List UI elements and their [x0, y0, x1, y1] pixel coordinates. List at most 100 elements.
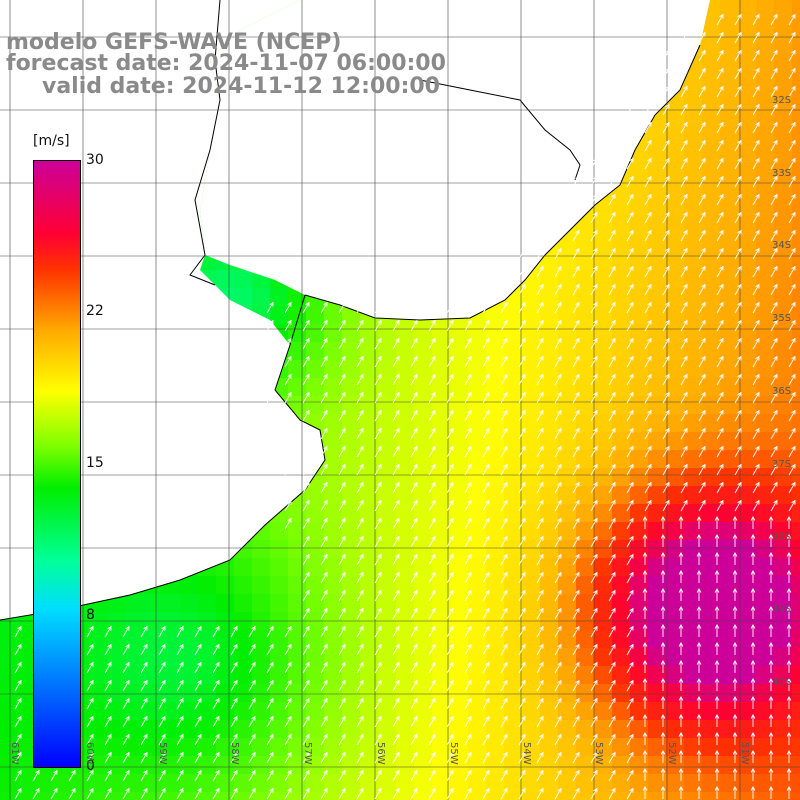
wind-arrow [284, 517, 292, 530]
wind-cell [342, 630, 360, 648]
wind-cell [756, 216, 774, 234]
wind-arrow [660, 714, 666, 727]
wind-arrow [464, 337, 472, 350]
wind-arrow [626, 193, 634, 206]
wind-cell [432, 432, 450, 450]
wind-cell [630, 432, 648, 450]
wind-arrow [608, 481, 616, 494]
wind-arrow [518, 409, 526, 422]
wind-arrow [320, 355, 328, 368]
wind-cell [576, 450, 594, 468]
wind-arrow [104, 751, 112, 764]
wind-cell [576, 774, 594, 792]
wind-cell [756, 558, 774, 576]
wind-cell [342, 522, 360, 540]
wind-arrow [464, 769, 472, 782]
wind-arrow [644, 409, 652, 422]
wind-cell [180, 774, 198, 792]
wind-cell [396, 720, 414, 738]
wind-arrow [716, 499, 724, 512]
wind-cell [414, 486, 432, 504]
wind-arrow [212, 733, 220, 746]
wind-cell [324, 504, 342, 522]
wind-cell [558, 594, 576, 612]
wind-arrow [680, 409, 688, 422]
wind-cell [360, 648, 378, 666]
wind-arrow [572, 391, 580, 404]
wind-cell [702, 576, 720, 594]
wind-arrow [626, 553, 634, 566]
wind-arrow [590, 553, 598, 566]
wind-cell [612, 540, 630, 558]
wind-cell [378, 666, 396, 684]
wind-cell [180, 666, 198, 684]
wind-arrow [410, 427, 418, 440]
wind-cell [756, 234, 774, 252]
wind-cell [756, 36, 774, 54]
wind-cell [288, 504, 306, 522]
wind-cell [450, 558, 468, 576]
wind-arrow [752, 121, 760, 134]
wind-arrow [786, 552, 792, 565]
wind-arrow [320, 625, 328, 638]
wind-arrow [678, 786, 684, 799]
wind-cell [612, 432, 630, 450]
wind-cell [288, 630, 306, 648]
wind-cell [720, 702, 738, 720]
wind-cell [558, 252, 576, 270]
wind-cell [522, 360, 540, 378]
wind-cell [162, 702, 180, 720]
wind-cell [612, 576, 630, 594]
wind-arrow [356, 715, 364, 728]
wind-arrow [140, 733, 148, 746]
wind-cell [306, 540, 324, 558]
wind-cell [504, 630, 522, 648]
wind-arrow [662, 49, 670, 62]
wind-arrow [750, 732, 756, 745]
wind-arrow [428, 625, 436, 638]
wind-cell [558, 342, 576, 360]
wind-cell [702, 234, 720, 252]
wind-cell [126, 648, 144, 666]
wind-cell [576, 468, 594, 486]
wind-arrow [788, 121, 796, 134]
wind-cell [324, 432, 342, 450]
wind-cell [756, 702, 774, 720]
wind-arrow [644, 103, 652, 116]
wind-arrow [770, 355, 778, 368]
wind-cell [792, 216, 800, 234]
wind-cell [576, 378, 594, 396]
wind-arrow [734, 139, 742, 152]
wind-cell [612, 378, 630, 396]
wind-arrow [446, 643, 454, 656]
wind-cell [612, 504, 630, 522]
wind-cell [504, 756, 522, 774]
wind-cell [432, 522, 450, 540]
wind-arrow [788, 463, 796, 476]
wind-arrow [248, 715, 256, 728]
wind-cell [198, 594, 216, 612]
wind-arrow [122, 715, 130, 728]
wind-cell [738, 594, 756, 612]
wind-cell [288, 576, 306, 594]
wind-arrow [644, 67, 652, 80]
wind-arrow [662, 355, 670, 368]
wind-cell [720, 378, 738, 396]
wind-arrow [590, 733, 598, 746]
wind-cell [576, 594, 594, 612]
wind-cell [522, 540, 540, 558]
wind-arrow [284, 769, 292, 782]
wind-cell [540, 504, 558, 522]
wind-cell [576, 684, 594, 702]
wind-arrow [642, 750, 648, 763]
wind-cell [612, 216, 630, 234]
wind-arrow [752, 427, 760, 440]
wind-arrow [374, 607, 382, 620]
wind-arrow [734, 265, 742, 278]
wind-arrow [392, 643, 400, 656]
wind-cell [774, 378, 792, 396]
wind-arrow [284, 427, 292, 440]
wind-arrow [662, 175, 670, 188]
wind-cell [396, 630, 414, 648]
wind-arrow [590, 247, 598, 260]
